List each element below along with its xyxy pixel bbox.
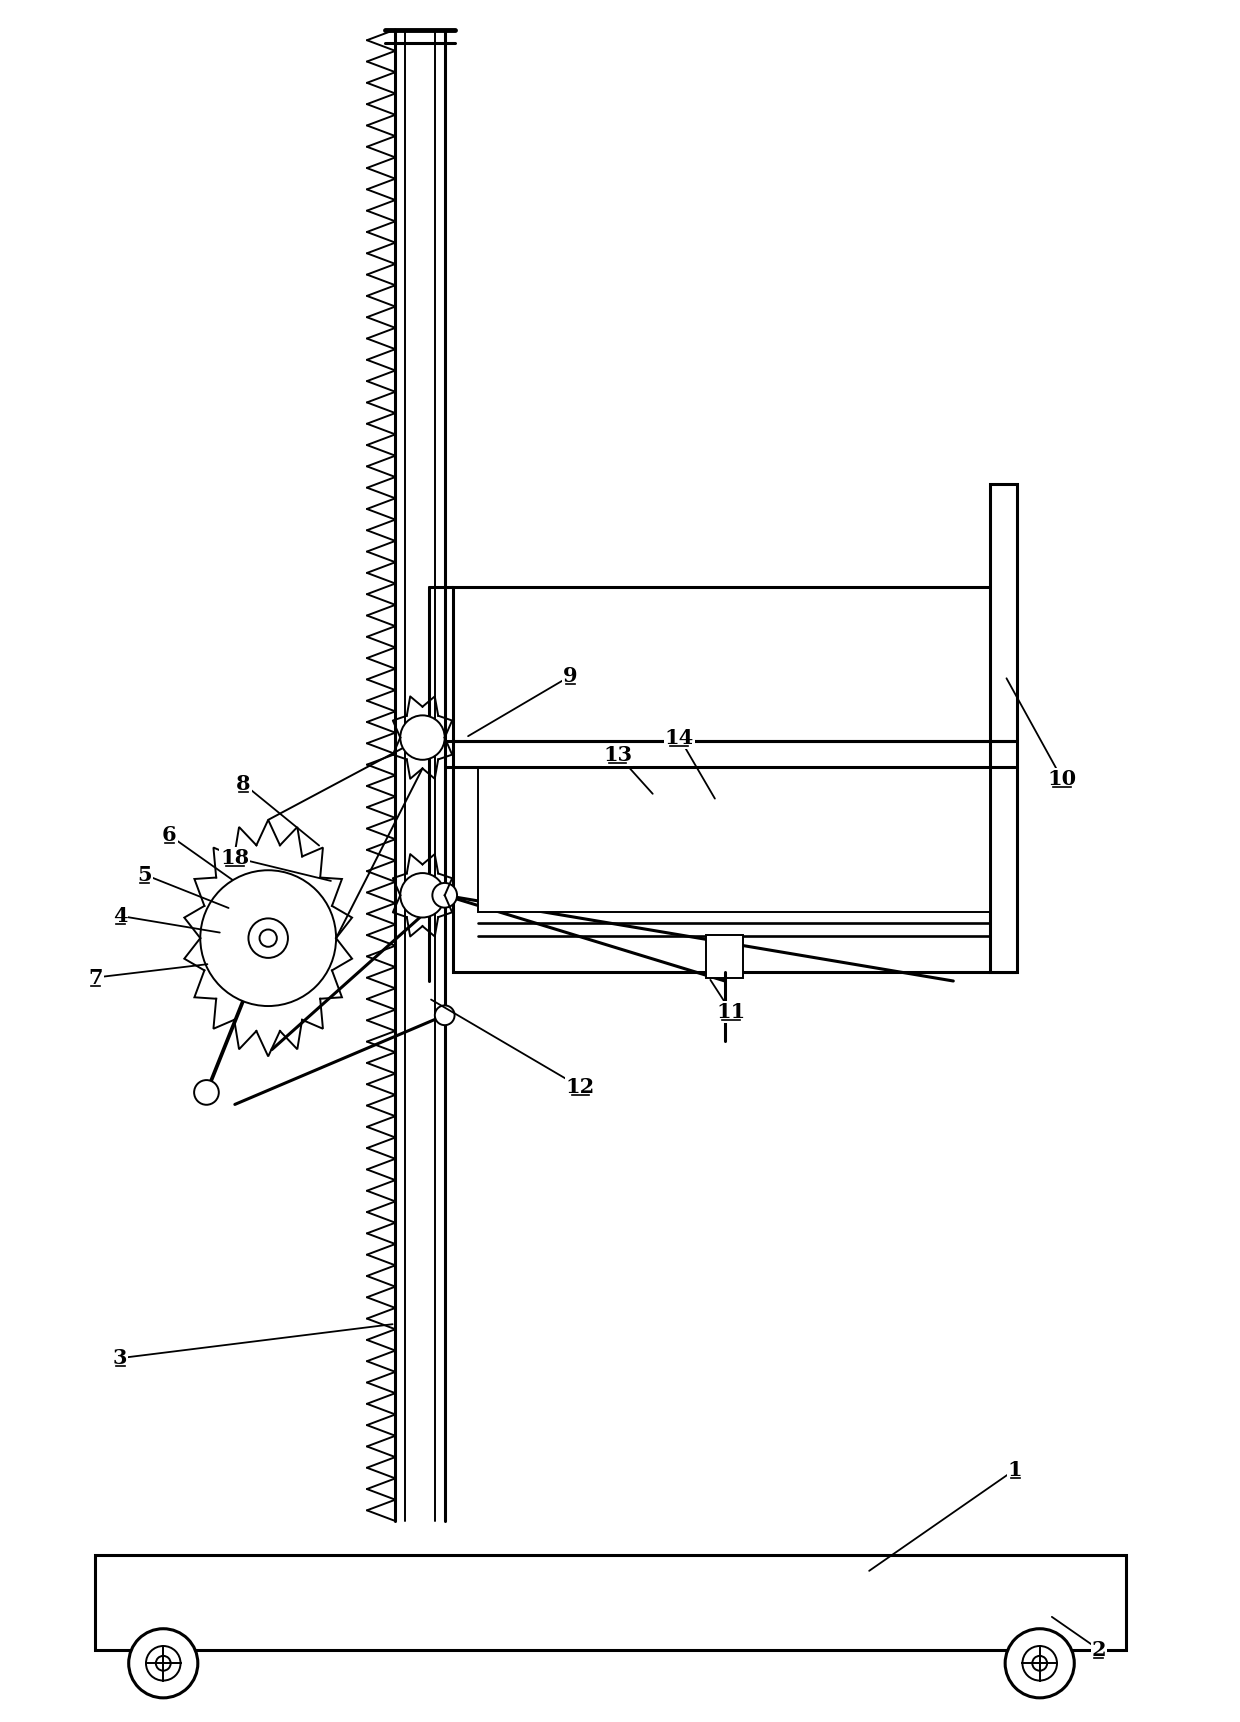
Text: 12: 12: [565, 1078, 595, 1097]
Text: 7: 7: [88, 968, 103, 988]
Text: 10: 10: [1048, 768, 1076, 789]
Circle shape: [401, 873, 445, 918]
Text: 14: 14: [665, 728, 694, 747]
Text: 1: 1: [1008, 1460, 1022, 1479]
Text: 6: 6: [162, 825, 177, 846]
Circle shape: [156, 1657, 171, 1670]
Circle shape: [195, 1080, 218, 1106]
Circle shape: [1023, 1646, 1056, 1681]
Text: 2: 2: [1091, 1639, 1106, 1660]
Circle shape: [259, 930, 277, 947]
Text: 9: 9: [563, 666, 578, 685]
Text: 8: 8: [237, 773, 250, 794]
Circle shape: [1006, 1629, 1074, 1698]
Text: 13: 13: [603, 744, 632, 765]
Text: 3: 3: [113, 1348, 128, 1369]
Text: 11: 11: [717, 1002, 745, 1021]
Bar: [454, 587, 1016, 973]
Circle shape: [401, 715, 445, 759]
Bar: [991, 484, 1018, 973]
Circle shape: [248, 918, 288, 957]
Bar: [707, 935, 744, 978]
Text: 4: 4: [113, 906, 128, 926]
Bar: [95, 1555, 1126, 1650]
Circle shape: [1033, 1657, 1047, 1670]
Bar: [479, 766, 991, 913]
Text: 5: 5: [138, 864, 153, 885]
Text: 18: 18: [221, 847, 249, 868]
Circle shape: [129, 1629, 198, 1698]
Circle shape: [146, 1646, 181, 1681]
Circle shape: [201, 870, 336, 1006]
Circle shape: [433, 883, 458, 907]
Circle shape: [435, 1006, 455, 1025]
